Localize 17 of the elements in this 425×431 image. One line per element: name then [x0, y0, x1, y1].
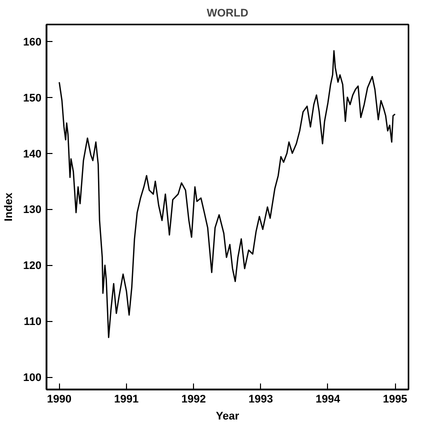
- x-tick-label: 1991: [114, 394, 139, 406]
- x-tick-label: 1994: [316, 394, 342, 406]
- line-series: [58, 50, 396, 338]
- chart-title: WORLD: [206, 8, 248, 20]
- y-tick-label: 130: [23, 204, 42, 216]
- y-tick-label: 120: [23, 260, 42, 272]
- x-tick-label: 1995: [382, 394, 408, 406]
- y-tick-label: 150: [23, 92, 42, 104]
- y-tick-label: 140: [23, 148, 42, 160]
- x-tick-label: 1993: [248, 394, 273, 406]
- y-tick-label: 110: [24, 316, 42, 328]
- y-tick-label: 100: [23, 372, 42, 384]
- x-tick-label: 1992: [181, 394, 206, 406]
- x-tick-label: 1990: [47, 394, 72, 406]
- y-tick-label: 160: [23, 36, 42, 48]
- x-axis-title: Year: [216, 410, 240, 422]
- y-axis-title: Index: [3, 192, 16, 222]
